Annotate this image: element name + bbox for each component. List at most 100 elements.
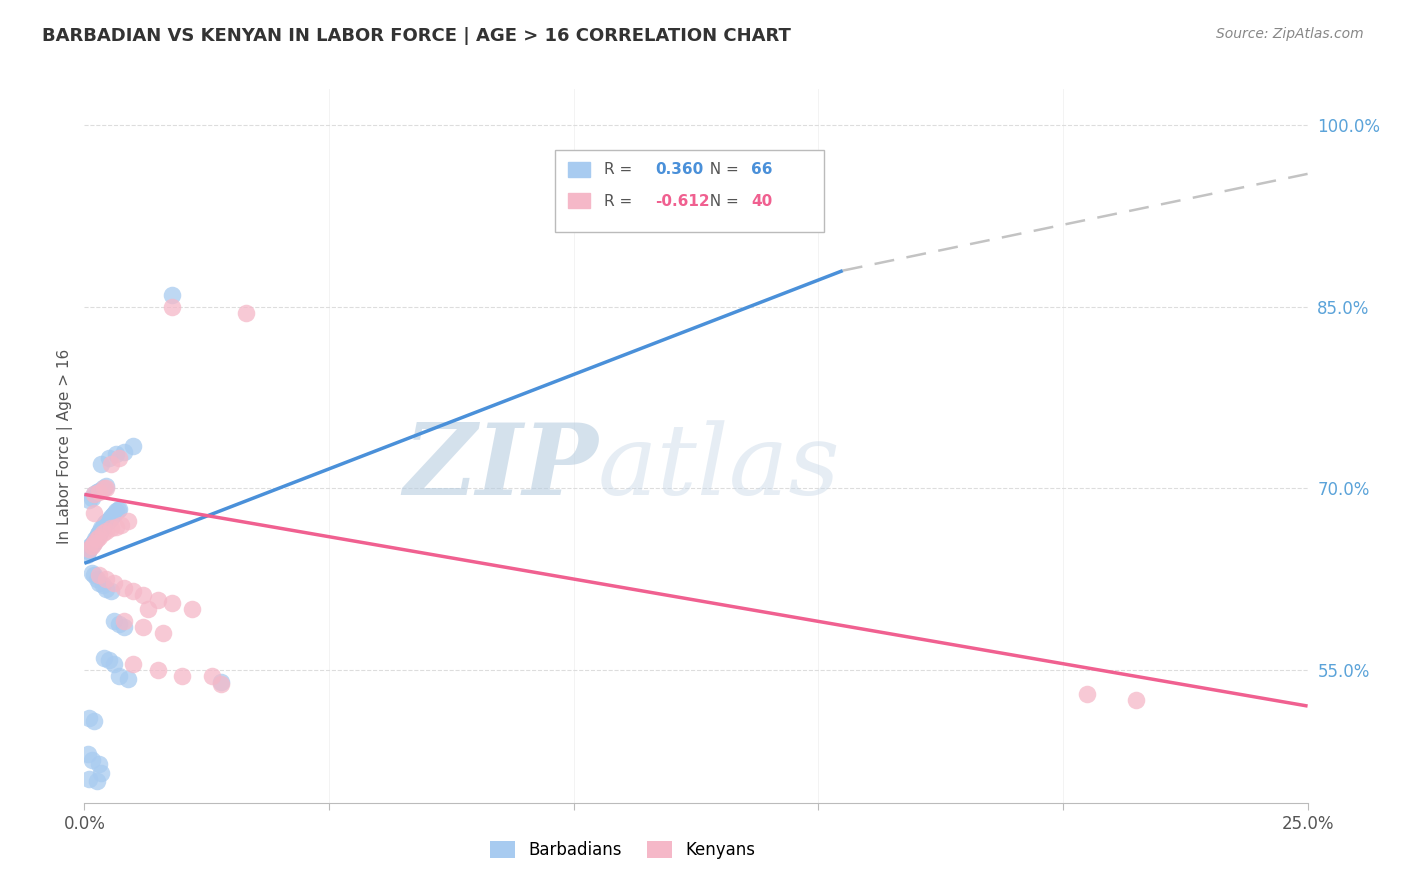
Point <box>83 714 105 728</box>
Point <box>77 544 100 558</box>
Point <box>86 774 108 789</box>
Point <box>91 578 114 592</box>
Point <box>146 663 169 677</box>
Point <box>132 620 155 634</box>
Point <box>132 588 155 602</box>
Point <box>209 674 232 689</box>
Point <box>110 517 132 532</box>
Point <box>94 516 117 531</box>
Point <box>90 521 112 535</box>
Point <box>107 451 129 466</box>
Point <box>136 602 159 616</box>
Point <box>82 535 104 549</box>
Point <box>105 447 128 461</box>
Point <box>162 288 184 302</box>
Point <box>101 508 124 522</box>
Bar <box>568 193 589 209</box>
Point <box>80 754 103 768</box>
Point <box>77 747 100 762</box>
Point <box>86 572 108 586</box>
Point <box>96 515 118 529</box>
Text: N =: N = <box>700 162 744 178</box>
Point <box>77 772 100 786</box>
Point <box>122 439 145 453</box>
Point <box>103 657 125 671</box>
Point <box>77 711 100 725</box>
Point <box>107 669 129 683</box>
Point <box>89 524 111 538</box>
Point <box>181 602 204 616</box>
Point <box>83 487 105 501</box>
Y-axis label: In Labor Force | Age > 16: In Labor Force | Age > 16 <box>58 349 73 543</box>
Point <box>90 765 112 780</box>
Point <box>87 575 110 590</box>
Point <box>93 650 115 665</box>
Point <box>1076 687 1098 701</box>
Point <box>122 657 145 671</box>
Point <box>87 530 110 544</box>
Point <box>96 481 118 495</box>
Point <box>112 445 135 459</box>
Point <box>1125 693 1147 707</box>
Point <box>100 521 122 535</box>
Point <box>685 161 707 175</box>
Text: atlas: atlas <box>598 420 841 515</box>
Point <box>200 669 222 683</box>
Point <box>152 626 174 640</box>
Point <box>80 491 103 505</box>
Point <box>79 540 101 554</box>
Point <box>91 526 114 541</box>
Point <box>83 506 105 520</box>
Point <box>86 530 108 544</box>
Point <box>77 493 100 508</box>
Point <box>172 669 194 683</box>
Point <box>86 485 108 500</box>
Point <box>103 575 125 590</box>
Point <box>117 673 139 687</box>
Legend: Barbadians, Kenyans: Barbadians, Kenyans <box>484 834 762 866</box>
Point <box>98 511 121 525</box>
Point <box>235 306 257 320</box>
Point <box>162 596 184 610</box>
Point <box>122 584 145 599</box>
Point <box>117 514 139 528</box>
Point <box>80 540 103 554</box>
Point <box>83 568 105 582</box>
Point <box>96 582 118 596</box>
Point <box>80 566 103 580</box>
Point <box>96 479 118 493</box>
Text: 66: 66 <box>751 162 772 178</box>
Text: -0.612: -0.612 <box>655 194 710 209</box>
Point <box>103 507 125 521</box>
Point <box>93 517 115 532</box>
Text: R =: R = <box>605 162 637 178</box>
Point <box>76 548 98 562</box>
Point <box>107 616 129 631</box>
Point <box>105 520 128 534</box>
Point <box>87 483 110 498</box>
Point <box>100 457 122 471</box>
Point <box>97 451 120 466</box>
Point <box>87 485 110 500</box>
Point <box>90 457 112 471</box>
Point <box>87 527 110 541</box>
Point <box>83 487 105 501</box>
Point <box>77 541 100 556</box>
Point <box>97 514 120 528</box>
Point <box>87 757 110 772</box>
Text: Source: ZipAtlas.com: Source: ZipAtlas.com <box>1216 27 1364 41</box>
Text: R =: R = <box>605 194 637 209</box>
Point <box>104 506 127 520</box>
Point <box>112 620 135 634</box>
Point <box>146 592 169 607</box>
Point <box>87 526 110 541</box>
Point <box>107 502 129 516</box>
Point <box>91 520 114 534</box>
Point <box>87 568 110 582</box>
Point <box>83 535 105 549</box>
Point <box>91 481 114 495</box>
Point <box>103 615 125 629</box>
Point <box>112 581 135 595</box>
Point <box>100 584 122 599</box>
Point <box>105 504 128 518</box>
